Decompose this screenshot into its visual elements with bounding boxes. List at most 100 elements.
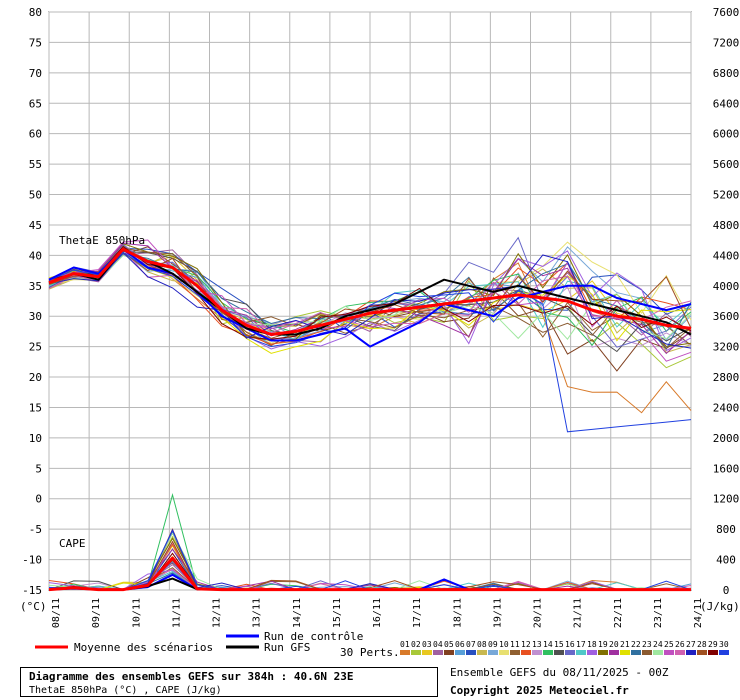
x-tick-label: 17/11 bbox=[412, 598, 423, 628]
pert-thetae-line-25 bbox=[48, 239, 692, 362]
pert-legend-swatch-12 bbox=[521, 650, 531, 655]
pert-legend-swatch-14 bbox=[543, 650, 553, 655]
pert-legend-label-20: 20 bbox=[609, 640, 619, 649]
pert-legend-swatch-22 bbox=[631, 650, 641, 655]
left-tick-label: -5 bbox=[29, 523, 42, 536]
left-tick-label: 20 bbox=[29, 371, 42, 384]
mean-thetae-line bbox=[48, 247, 692, 336]
pert-legend-swatch-02 bbox=[411, 650, 421, 655]
x-tick-label: 09/11 bbox=[91, 598, 102, 628]
pert-thetae-line-30 bbox=[48, 251, 692, 433]
legend-perts-label: 30 Perts. bbox=[340, 646, 400, 659]
left-axis-unit: (°C) bbox=[20, 600, 47, 613]
pert-legend-swatch-17 bbox=[576, 650, 586, 655]
pert-legend-swatch-05 bbox=[444, 650, 454, 655]
pert-legend-label-12: 12 bbox=[521, 640, 531, 649]
x-axis-ticks: 08/11 09/11 10/11 11/11 12/11 13/11 14/11 15/11… bbox=[51, 598, 704, 628]
x-tick-label: 23/11 bbox=[653, 598, 664, 628]
pert-legend-swatch-27 bbox=[686, 650, 696, 655]
right-tick-label: 2800 bbox=[713, 371, 740, 384]
x-tick-label: 11/11 bbox=[171, 598, 182, 628]
pert-legend-label-14: 14 bbox=[543, 640, 553, 649]
pert-legend-label-22: 22 bbox=[631, 640, 641, 649]
right-tick-label: 800 bbox=[716, 523, 736, 536]
pert-legend-label-13: 13 bbox=[532, 640, 542, 649]
pert-legend-swatch-24 bbox=[653, 650, 663, 655]
x-tick-label: 20/11 bbox=[533, 598, 544, 628]
right-tick-label: 3200 bbox=[713, 341, 740, 354]
cape-annotation: CAPE bbox=[59, 537, 86, 550]
right-tick-label: 4000 bbox=[713, 280, 740, 293]
pert-legend-label-01: 01 bbox=[400, 640, 410, 649]
main-series bbox=[48, 247, 692, 592]
pert-legend-swatch-25 bbox=[664, 650, 674, 655]
left-tick-label: 80 bbox=[29, 6, 42, 19]
x-tick-label: 19/11 bbox=[492, 598, 503, 628]
pert-legend-swatch-29 bbox=[708, 650, 718, 655]
right-tick-label: 7200 bbox=[713, 36, 740, 49]
left-tick-label: 25 bbox=[29, 341, 42, 354]
left-tick-label: 0 bbox=[35, 493, 42, 506]
left-tick-label: 15 bbox=[29, 401, 42, 414]
pert-legend-label-24: 24 bbox=[653, 640, 663, 649]
pert-legend-swatch-13 bbox=[532, 650, 542, 655]
x-tick-label: 14/11 bbox=[292, 598, 303, 628]
pert-legend-swatch-09 bbox=[488, 650, 498, 655]
chart-subtitle: ThetaE 850hPa (°C) , CAPE (J/kg) bbox=[29, 685, 222, 696]
pert-thetae-line-18 bbox=[48, 250, 692, 352]
right-tick-label: 6000 bbox=[713, 128, 740, 141]
pert-legend-swatch-08 bbox=[477, 650, 487, 655]
pert-legend-swatch-04 bbox=[433, 650, 443, 655]
x-tick-label: 10/11 bbox=[131, 598, 142, 628]
pert-legend-label-21: 21 bbox=[620, 640, 630, 649]
left-tick-label: 55 bbox=[29, 158, 42, 171]
pert-thetae-line-27 bbox=[48, 251, 692, 349]
right-tick-label: 6400 bbox=[713, 97, 740, 110]
control-thetae-line bbox=[48, 248, 692, 348]
left-tick-label: 30 bbox=[29, 310, 42, 323]
legend-control-label: Run de contrôle bbox=[264, 630, 363, 643]
pert-legend-swatch-18 bbox=[587, 650, 597, 655]
legend-gfs-label: Run GFS bbox=[264, 641, 310, 654]
right-tick-label: 5200 bbox=[713, 189, 740, 202]
pert-legend-swatch-23 bbox=[642, 650, 652, 655]
left-tick-label: 35 bbox=[29, 280, 42, 293]
pert-legend-swatch-21 bbox=[620, 650, 630, 655]
x-tick-label: 13/11 bbox=[252, 598, 263, 628]
pert-legend-label-05: 05 bbox=[444, 640, 454, 649]
right-tick-label: 7600 bbox=[713, 6, 740, 19]
left-tick-label: 50 bbox=[29, 189, 42, 202]
perturbation-legend: 01 02 03 04 05 06 07 08 09 10 11 12 13 14 15 16 17 18 19 20… bbox=[400, 640, 729, 655]
left-tick-label: -15 bbox=[22, 584, 42, 597]
left-tick-label: 45 bbox=[29, 219, 42, 232]
right-tick-label: 4400 bbox=[713, 249, 740, 262]
right-tick-label: 5600 bbox=[713, 158, 740, 171]
pert-legend-label-10: 10 bbox=[499, 640, 509, 649]
left-tick-label: 40 bbox=[29, 249, 42, 262]
mean-cape-line bbox=[48, 556, 691, 592]
left-tick-label: 70 bbox=[29, 67, 42, 80]
left-tick-label: 60 bbox=[29, 128, 42, 141]
x-tick-label: 22/11 bbox=[613, 598, 624, 628]
pert-legend-label-30: 30 bbox=[719, 640, 729, 649]
pert-thetae-line-22 bbox=[48, 253, 692, 350]
pert-legend-label-29: 29 bbox=[708, 640, 718, 649]
chart-info-box: Diagramme des ensembles GEFS sur 384h : … bbox=[20, 667, 438, 697]
pert-legend-swatch-28 bbox=[697, 650, 707, 655]
thetae-annotation: ThetaE 850hPa bbox=[59, 234, 145, 247]
pert-legend-label-03: 03 bbox=[422, 640, 432, 649]
x-tick-label: 12/11 bbox=[212, 598, 223, 628]
pert-legend-swatch-06 bbox=[455, 650, 465, 655]
pert-thetae-line-23 bbox=[48, 247, 692, 350]
pert-legend-label-26: 26 bbox=[675, 640, 685, 649]
pert-legend-label-06: 06 bbox=[455, 640, 465, 649]
pert-legend-label-19: 19 bbox=[598, 640, 608, 649]
pert-legend-label-25: 25 bbox=[664, 640, 674, 649]
pert-thetae-line-11 bbox=[48, 244, 692, 347]
pert-legend-label-04: 04 bbox=[433, 640, 443, 649]
pert-legend-label-09: 09 bbox=[488, 640, 498, 649]
right-tick-label: 6800 bbox=[713, 67, 740, 80]
gfs-thetae-line bbox=[48, 248, 692, 336]
